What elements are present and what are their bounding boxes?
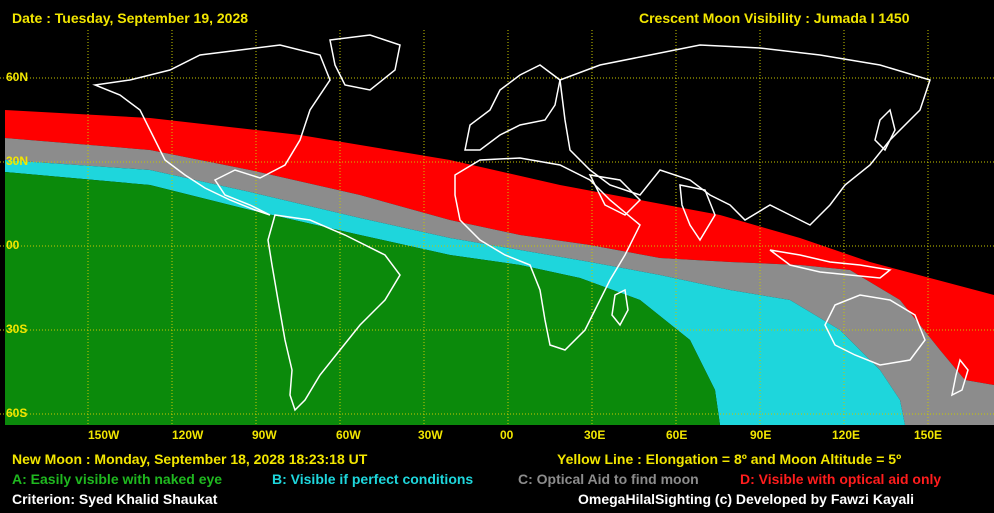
india-coast — [679, 184, 716, 242]
north-america-coast — [92, 44, 331, 216]
madagascar-coast — [611, 288, 629, 327]
credit-label: OmegaHilalSighting (c) Developed by Fawz… — [578, 491, 915, 507]
new-zealand-coast — [950, 358, 969, 397]
arabia-coast — [588, 174, 642, 216]
legend-zone-a: A: Easily visible with naked eye — [12, 471, 223, 487]
zone-b-region — [5, 160, 905, 425]
lat-label-00: 00 — [6, 238, 20, 252]
australia-coast — [824, 294, 926, 366]
lon-label-150e: 150E — [914, 428, 943, 442]
coastlines — [92, 34, 969, 412]
zone-a-region — [5, 172, 720, 425]
yellow-line-note: Yellow Line : Elongation = 8º and Moon A… — [557, 451, 902, 467]
lon-label-30e: 30E — [584, 428, 606, 442]
lat-label-30s: 30S — [6, 322, 28, 336]
japan-coast — [874, 108, 896, 152]
lon-label-120e: 120E — [832, 428, 861, 442]
legend-zone-b: B: Visible if perfect conditions — [272, 471, 474, 487]
legend-zone-d: D: Visible with optical aid only — [740, 471, 942, 487]
lon-label-30w: 30W — [418, 428, 443, 442]
greenland-coast — [329, 34, 401, 91]
lon-label-90e: 90E — [750, 428, 772, 442]
legend-zone-c: C: Optical Aid to find moon — [518, 471, 699, 487]
visibility-title: Crescent Moon Visibility : Jumada I 1450 — [639, 10, 910, 26]
south-america-coast — [267, 214, 401, 412]
new-moon-label: New Moon : Monday, September 18, 2028 18… — [12, 451, 368, 467]
visibility-map — [0, 30, 994, 425]
criterion-label: Criterion: Syed Khalid Shaukat — [12, 491, 218, 507]
zone-d-region — [5, 110, 994, 385]
lat-label-30n: 30N — [6, 154, 29, 168]
asia-coast — [559, 44, 931, 226]
lon-label-120w: 120W — [172, 428, 204, 442]
lon-label-60w: 60W — [336, 428, 361, 442]
lon-label-60e: 60E — [666, 428, 688, 442]
lat-label-60n: 60N — [6, 70, 29, 84]
africa-coast — [454, 157, 641, 351]
date-label: Date : Tuesday, September 19, 2028 — [12, 10, 249, 26]
lon-label-90w: 90W — [252, 428, 277, 442]
lat-label-60s: 60S — [6, 406, 28, 420]
indonesia-coast — [769, 249, 892, 279]
lon-label-150w: 150W — [88, 428, 120, 442]
zone-c-region — [5, 138, 994, 425]
lon-label-00: 00 — [500, 428, 514, 442]
